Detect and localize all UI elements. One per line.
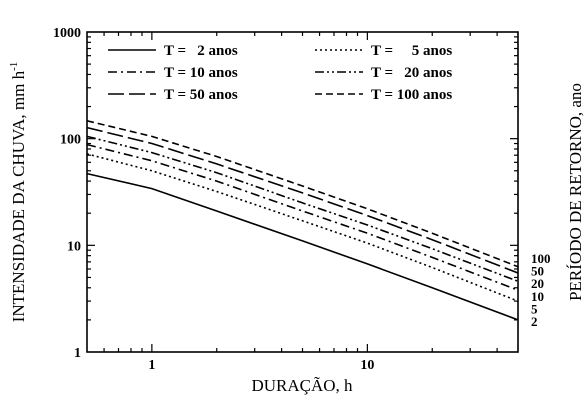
y-tick-label: 1 [74,346,81,361]
plot-frame [86,31,519,353]
series-line-50 [86,126,519,274]
return-period-label: 100 [531,251,551,266]
legend-entry-label: T = 5 anos [371,43,452,59]
x-tick-label: 10 [360,358,374,373]
y-axis-title-group: INTENSIDADE DA CHUVA, mm h-1 [8,62,28,323]
series-line-100 [86,120,519,268]
return-period-label: 20 [531,276,544,291]
series-line-5 [86,153,519,302]
series-line-2 [86,172,519,321]
series-line-10 [86,143,519,291]
legend-entry-label: T = 100 anos [371,87,452,103]
legend-entry-label: T = 10 anos [164,65,238,81]
right-axis-title: PERÍODO DE RETORNO, ano [566,83,585,301]
return-period-label: 10 [531,289,544,304]
x-tick-label: 1 [148,358,155,373]
legend-entry-label: T = 50 anos [164,87,238,103]
series-lines [86,120,519,321]
return-period-label: 5 [531,301,538,316]
x-axis-title: DURAÇÃO, h [251,376,353,395]
return-period-label: 2 [531,314,538,329]
legend: T = 2 anos T = 5 anos T = 10 anos T = 20 an… [108,43,452,103]
legend-entry-label: T = 2 anos [164,43,238,59]
y-axis-title-exponent: -1 [8,62,20,71]
axis-tick-labels: 1 10 100 1000 1 10 [53,26,374,373]
return-period-label: 50 [531,264,544,279]
axis-ticks [87,32,518,352]
y-tick-label: 10 [67,239,81,254]
series-line-20 [86,135,519,283]
right-axis-title-group: PERÍODO DE RETORNO, ano [566,83,585,301]
y-tick-label: 100 [60,133,81,148]
svg-text:INTENSIDADE DA CHUVA, mm h-1: INTENSIDADE DA CHUVA, mm h-1 [8,62,28,323]
y-tick-label: 1000 [53,26,81,41]
y-axis-title: INTENSIDADE DA CHUVA, mm h [9,70,28,322]
legend-entry-label: T = 20 anos [371,65,452,81]
